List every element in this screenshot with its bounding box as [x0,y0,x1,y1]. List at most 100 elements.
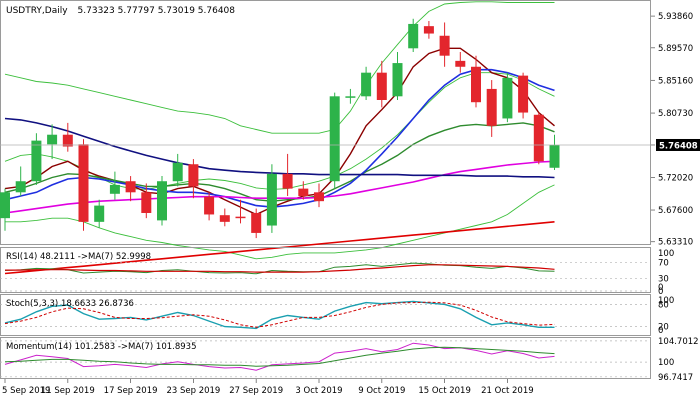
date-tick-label: 9 Oct 2019 [358,386,405,396]
candle[interactable] [157,176,167,226]
overlay-ma-magenta [4,160,555,214]
date-tick-label: 27 Sep 2019 [229,386,283,396]
momentum-ma-line [4,346,555,367]
candle[interactable] [533,112,544,165]
candle-body [486,88,497,126]
date-tick-label: 21 Oct 2019 [481,386,534,396]
candle[interactable] [345,88,356,104]
date-tick-label: 23 Sep 2019 [166,386,220,396]
candle-body [266,173,277,226]
price-panel-frame [0,0,651,245]
candle[interactable] [31,133,42,185]
candle-body [31,140,42,182]
stoch-panel[interactable]: Stoch(5,3,3) 18.6633 26.8736 [0,294,651,336]
rsi-label: RSI(14) 48.2111 ->MA(7) 52.9998 [6,252,151,262]
candle[interactable] [47,124,58,160]
overlay-bb-mid [4,72,555,190]
candle[interactable] [282,153,293,196]
rsi-panel-frame [0,247,651,293]
date-tick-label: 17 Sep 2019 [104,386,158,396]
candle[interactable] [298,181,309,200]
candles[interactable] [0,18,560,239]
candle[interactable] [518,72,529,119]
stoch-scale-max: 100 [658,296,674,306]
candle[interactable] [94,199,105,228]
candle[interactable] [392,52,403,100]
stoch-axis: 80 20 100 0 [658,296,674,336]
candle-body [109,184,120,194]
date-tick-label: 5 Sep 2019 [2,386,50,396]
rsi-tick-label: 70 [658,258,669,268]
candle[interactable] [329,92,340,189]
candle[interactable] [62,122,73,152]
current-price-label: 5.76408 [659,141,698,151]
candle[interactable] [219,208,230,227]
rsi-tick-label: 30 [658,275,669,285]
candle-body [376,72,387,100]
candle-body [329,96,340,182]
candle-body [188,164,199,187]
candle[interactable] [423,20,434,39]
candle[interactable] [455,52,466,73]
candle-body [125,181,136,193]
candle[interactable] [0,188,10,231]
momentum-label: Momentum(14) 101.2583 ->MA(7) 101.8935 [6,342,196,352]
candle[interactable] [486,80,497,137]
candle-body [141,192,152,213]
chart-symbol-label: USDTRY,Daily 5.73323 5.77797 5.73019 5.76… [6,6,235,16]
rsi-lines [4,262,555,275]
candle[interactable] [141,183,152,219]
momentum-panel-frame [0,337,651,379]
candle[interactable] [439,22,450,67]
candle[interactable] [502,72,513,123]
momentum-axis: 104.7012 100 96.7417 [658,337,699,383]
candle[interactable] [125,176,136,202]
candle-body [408,23,419,49]
candle-body [533,114,544,162]
price-tick-label: 5.72020 [658,173,693,183]
candle[interactable] [408,18,419,52]
candle-body [314,192,324,202]
rsi-scale-min: 0 [658,283,663,293]
candle[interactable] [314,183,324,208]
price-tick-label: 5.67600 [658,206,693,216]
overlay-ma-green [4,122,555,202]
candle[interactable] [204,192,215,221]
candle[interactable] [471,55,481,108]
overlay-ma-blue [4,68,555,208]
stoch-tick-label: 80 [658,300,669,310]
candle-body [502,77,513,119]
current-price-badge [656,138,700,151]
rsi-panel[interactable]: RSI(14) 48.2111 ->MA(7) 52.9998 [0,247,651,293]
price-tick-label: 5.85160 [658,76,693,86]
candle[interactable] [376,60,387,108]
candle-body [47,134,58,145]
price-tick-label: 5.80730 [658,109,693,119]
overlay-ma-navy [4,117,555,179]
candle-body [345,96,356,98]
candle[interactable] [15,166,26,196]
candle[interactable] [188,159,199,199]
candle[interactable] [235,199,246,224]
candle[interactable] [549,134,560,171]
stoch-tick-label: 20 [658,323,669,333]
candle-body [298,188,309,196]
price-panel[interactable]: USDTRY,Daily 5.73323 5.77797 5.73019 5.76… [0,0,651,275]
date-tick-label: 3 Oct 2019 [295,386,342,396]
stoch-k-line [4,300,555,330]
candle[interactable] [266,164,277,233]
candle[interactable] [361,66,372,100]
momentum-panel[interactable]: Momentum(14) 101.2583 ->MA(7) 101.8935 [0,337,651,379]
candle-body [471,66,481,103]
candle[interactable] [172,153,183,187]
candle-body [235,216,246,219]
stoch-label: Stoch(5,3,3) 18.6633 26.8736 [6,299,134,309]
price-tick-label: 5.93860 [658,12,693,22]
candle[interactable] [251,208,262,239]
candle[interactable] [78,139,89,231]
rsi-ma-line [5,264,555,273]
candle[interactable] [109,171,120,200]
date-tick-label: 11 Sep 2019 [41,386,95,396]
